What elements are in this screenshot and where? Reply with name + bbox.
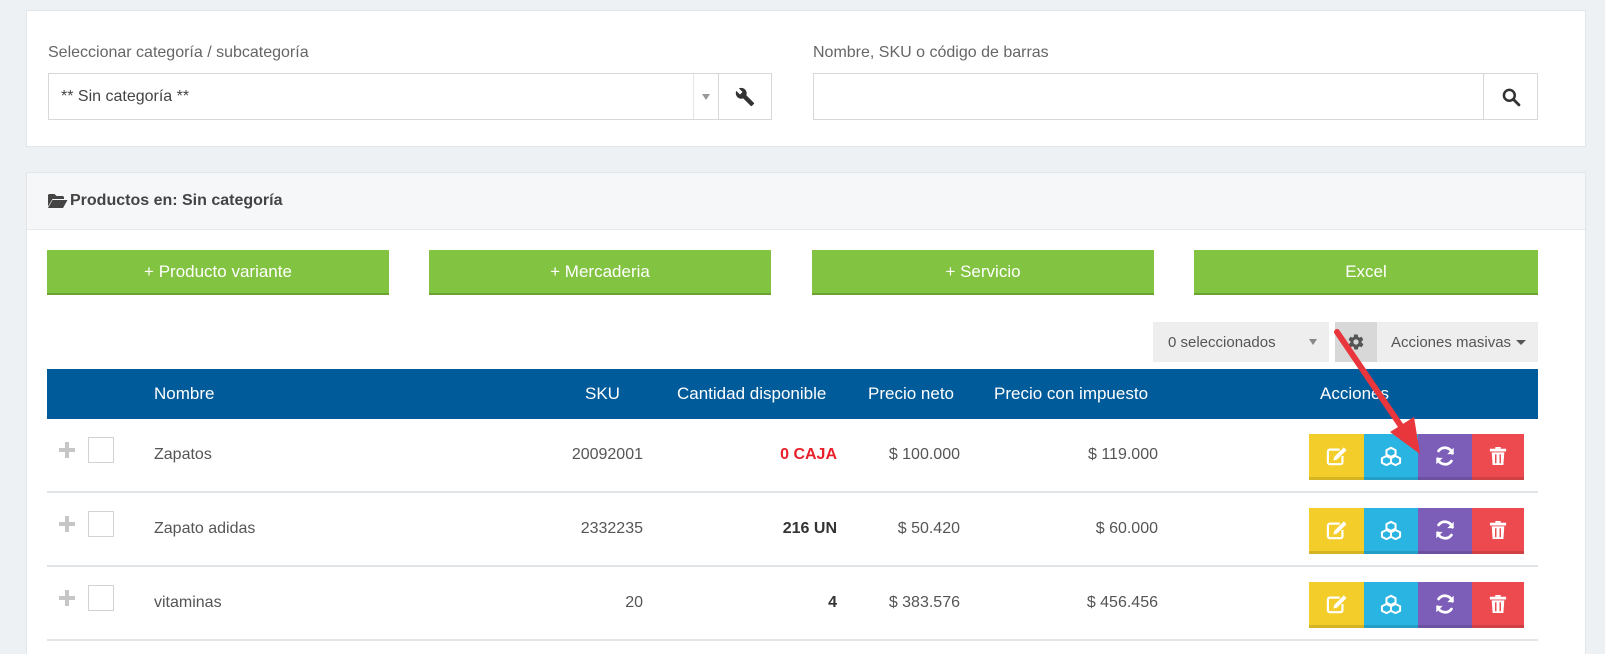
table-row: Zapatos 20092001 0 CAJA $ 100.000 $ 119.… [47, 419, 1538, 493]
product-sku: 20092001 [571, 446, 643, 463]
edit-icon [1326, 520, 1347, 539]
refresh-icon [1436, 593, 1454, 614]
column-header-name[interactable]: Nombre [154, 384, 215, 403]
sync-button[interactable] [1418, 508, 1472, 554]
product-qty: 4 [828, 594, 837, 611]
row-checkbox[interactable] [88, 511, 114, 537]
products-panel: Productos en: Sin categoría + Producto v… [26, 172, 1586, 654]
column-header-tax-price[interactable]: Precio con impuesto [994, 384, 1149, 403]
refresh-icon [1436, 445, 1454, 466]
search-label: Nombre, SKU o código de barras [813, 44, 1049, 61]
product-name: vitaminas [154, 594, 222, 611]
search-icon [1502, 88, 1520, 106]
category-selected-value: ** Sin categoría ** [61, 87, 190, 105]
mass-actions-label: Acciones masivas [1391, 333, 1512, 351]
edit-icon [1326, 594, 1347, 613]
delete-button[interactable] [1472, 582, 1524, 628]
edit-button[interactable] [1309, 582, 1364, 628]
product-net-price: $ 383.576 [888, 594, 960, 611]
panel-title: Productos en: Sin categoría [70, 192, 283, 209]
add-variant-product-button[interactable]: + Producto variante [47, 250, 389, 295]
cubes-icon [1380, 446, 1402, 466]
expand-plus-icon[interactable] [59, 590, 75, 606]
row-actions [1309, 582, 1524, 628]
cubes-icon [1380, 594, 1402, 614]
variants-button[interactable] [1364, 508, 1418, 554]
product-tax-price: $ 456.456 [1086, 594, 1158, 611]
category-select[interactable]: ** Sin categoría ** [48, 73, 719, 120]
sync-button[interactable] [1418, 434, 1472, 480]
category-label: Seleccionar categoría / subcategoría [48, 44, 309, 61]
expand-plus-icon[interactable] [59, 442, 75, 458]
product-net-price: $ 100.000 [888, 446, 960, 463]
sync-button[interactable] [1418, 582, 1472, 628]
cubes-icon [1380, 520, 1402, 540]
variants-button[interactable] [1364, 434, 1418, 480]
row-actions [1309, 508, 1524, 554]
bulk-settings-button[interactable] [1335, 322, 1377, 362]
add-service-button[interactable]: + Servicio [812, 250, 1154, 295]
table-header: Nombre SKU Cantidad disponible Precio ne… [47, 369, 1538, 419]
edit-button[interactable] [1309, 434, 1364, 480]
search-button[interactable] [1484, 73, 1538, 120]
gear-icon [1348, 334, 1364, 350]
panel-header: Productos en: Sin categoría [27, 173, 1585, 230]
product-qty: 216 UN [782, 520, 837, 537]
trash-icon [1489, 594, 1507, 613]
table-row: Zapato adidas 2332235 216 UN $ 50.420 $ … [47, 493, 1538, 567]
wrench-icon [735, 87, 755, 106]
excel-button[interactable]: Excel [1194, 250, 1538, 295]
edit-icon [1326, 446, 1347, 465]
product-net-price: $ 50.420 [897, 520, 960, 537]
table-row: vitaminas 20 4 $ 383.576 $ 456.456 [47, 567, 1538, 641]
trash-icon [1489, 446, 1507, 465]
product-sku: 2332235 [580, 520, 643, 537]
selected-count-dropdown[interactable]: 0 seleccionados [1153, 322, 1329, 362]
product-name: Zapatos [154, 446, 212, 463]
search-input[interactable] [813, 73, 1484, 120]
edit-button[interactable] [1309, 508, 1364, 554]
product-sku: 20 [625, 594, 643, 611]
expand-plus-icon[interactable] [59, 516, 75, 532]
mass-actions-dropdown[interactable]: Acciones masivas [1377, 322, 1538, 362]
category-settings-button[interactable] [719, 73, 772, 120]
column-header-qty[interactable]: Cantidad disponible [677, 384, 827, 403]
refresh-icon [1436, 519, 1454, 540]
selected-count-label: 0 seleccionados [1168, 333, 1276, 351]
row-actions [1309, 434, 1524, 480]
chevron-down-icon [1309, 339, 1317, 345]
row-checkbox[interactable] [88, 437, 114, 463]
column-header-sku[interactable]: SKU [585, 384, 620, 403]
folder-open-icon [48, 194, 68, 208]
product-name: Zapato adidas [154, 520, 256, 537]
add-merchandise-button[interactable]: + Mercaderia [429, 250, 771, 295]
column-header-actions: Acciones [1320, 384, 1389, 403]
column-header-net-price[interactable]: Precio neto [868, 384, 954, 403]
product-tax-price: $ 119.000 [1088, 446, 1158, 463]
row-checkbox[interactable] [88, 585, 114, 611]
delete-button[interactable] [1472, 434, 1524, 480]
caret-down-icon [1516, 339, 1527, 345]
delete-button[interactable] [1472, 508, 1524, 554]
trash-icon [1489, 520, 1507, 539]
variants-button[interactable] [1364, 582, 1418, 628]
product-qty: 0 CAJA [780, 446, 837, 463]
chevron-down-icon[interactable] [693, 74, 718, 119]
filter-panel: Seleccionar categoría / subcategoría ** … [26, 10, 1586, 147]
product-tax-price: $ 60.000 [1095, 520, 1158, 537]
